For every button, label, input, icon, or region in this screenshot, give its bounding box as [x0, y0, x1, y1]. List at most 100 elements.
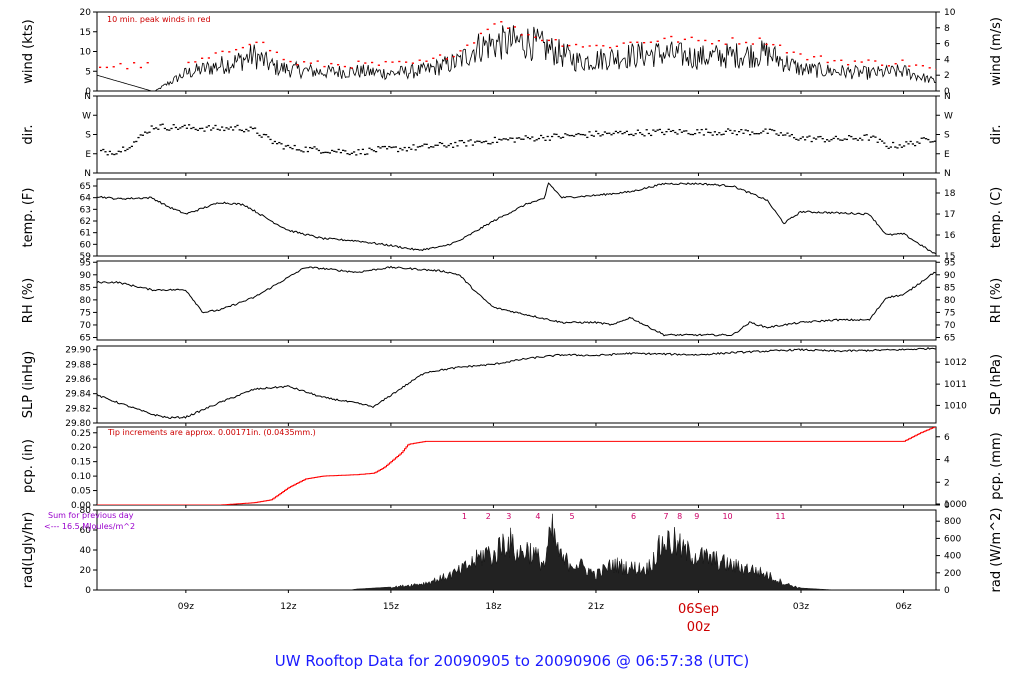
- direction-point: [102, 148, 105, 151]
- direction-point: [410, 148, 413, 150]
- y-axis-label-right: rad (W/m^2): [989, 508, 1004, 593]
- direction-point: [592, 135, 595, 137]
- direction-point: [863, 134, 866, 136]
- peak-marker: [486, 28, 489, 31]
- direction-point: [452, 146, 455, 148]
- right-tick-label: 65: [944, 333, 955, 343]
- direction-point: [141, 134, 144, 136]
- direction-point: [155, 127, 158, 129]
- direction-point: [355, 154, 358, 156]
- direction-point: [779, 132, 782, 134]
- peak-marker: [357, 60, 360, 62]
- direction-point: [485, 140, 488, 142]
- direction-point: [251, 127, 254, 130]
- direction-point: [801, 136, 804, 138]
- direction-point: [287, 144, 290, 147]
- direction-point: [179, 127, 182, 129]
- direction-point: [909, 140, 912, 143]
- right-tick-label: 1000: [944, 500, 967, 510]
- direction-point: [702, 134, 705, 136]
- direction-point: [535, 139, 538, 141]
- direction-point: [148, 131, 151, 133]
- peak-marker: [391, 61, 394, 63]
- direction-point: [115, 153, 118, 155]
- direction-point: [630, 133, 633, 136]
- direction-point: [876, 141, 879, 143]
- plot-area: [97, 265, 936, 337]
- direction-point: [828, 140, 831, 142]
- direction-point: [383, 145, 386, 148]
- peak-marker: [813, 56, 816, 58]
- direction-point: [416, 146, 419, 148]
- direction-point: [172, 124, 175, 126]
- peak-marker: [874, 60, 877, 62]
- direction-point: [742, 132, 745, 134]
- direction-point: [482, 141, 485, 143]
- direction-point: [493, 136, 496, 139]
- direction-point: [313, 146, 316, 148]
- peak-marker: [887, 65, 890, 67]
- direction-point: [689, 133, 692, 136]
- direction-point: [691, 133, 694, 136]
- direction-point: [735, 133, 738, 136]
- right-tick-label: 1012: [944, 358, 967, 368]
- direction-point: [480, 141, 483, 144]
- right-tick-label: 200: [944, 569, 961, 579]
- direction-point: [265, 134, 268, 136]
- direction-point: [740, 129, 743, 131]
- peak-marker: [330, 62, 333, 65]
- right-tick-label: S: [944, 131, 950, 141]
- direction-point: [412, 144, 415, 146]
- direction-point: [240, 129, 243, 132]
- right-tick-label: 75: [944, 308, 955, 318]
- panel-frame: [96, 260, 937, 341]
- peak-marker: [493, 23, 496, 25]
- day-label: 06Sep: [678, 602, 719, 617]
- direction-point: [683, 130, 686, 132]
- direction-point: [685, 130, 688, 132]
- direction-point: [392, 146, 395, 148]
- direction-point: [106, 154, 109, 156]
- direction-point: [388, 145, 391, 148]
- left-tick-label: 85: [80, 283, 91, 293]
- direction-point: [342, 149, 345, 151]
- direction-point: [839, 139, 842, 141]
- direction-point: [375, 150, 378, 153]
- peak-marker: [881, 64, 884, 66]
- direction-point: [584, 134, 587, 136]
- direction-point: [606, 132, 609, 135]
- right-tick-label: 6: [944, 433, 950, 443]
- direction-point: [273, 140, 276, 143]
- direction-point: [293, 144, 296, 147]
- direction-point: [652, 129, 655, 131]
- peak-marker: [282, 58, 285, 61]
- direction-point: [744, 129, 747, 131]
- direction-point: [731, 132, 734, 134]
- direction-point: [474, 141, 477, 143]
- direction-point: [245, 128, 248, 131]
- direction-point: [322, 151, 325, 154]
- direction-point: [826, 139, 829, 141]
- peak-marker: [473, 42, 476, 44]
- direction-point: [447, 144, 450, 147]
- peak-marker: [602, 45, 605, 47]
- direction-point: [128, 147, 131, 149]
- left-tick-label: 59: [80, 252, 92, 262]
- direction-point: [608, 132, 611, 134]
- peak-marker: [459, 50, 462, 52]
- direction-point: [515, 137, 518, 139]
- direction-point: [170, 127, 173, 130]
- peak-marker: [445, 58, 448, 60]
- sun-marker-label: 10: [722, 512, 732, 521]
- peak-marker: [119, 62, 122, 65]
- direction-point: [247, 130, 250, 132]
- direction-point: [636, 129, 639, 131]
- direction-point: [764, 128, 767, 130]
- peak-marker: [806, 58, 809, 61]
- left-tick-label: 64: [80, 194, 92, 204]
- peak-marker: [690, 36, 693, 39]
- direction-point: [650, 134, 653, 137]
- direction-point: [753, 133, 756, 135]
- sun-marker-label: 11: [775, 512, 785, 521]
- direction-point: [720, 134, 723, 136]
